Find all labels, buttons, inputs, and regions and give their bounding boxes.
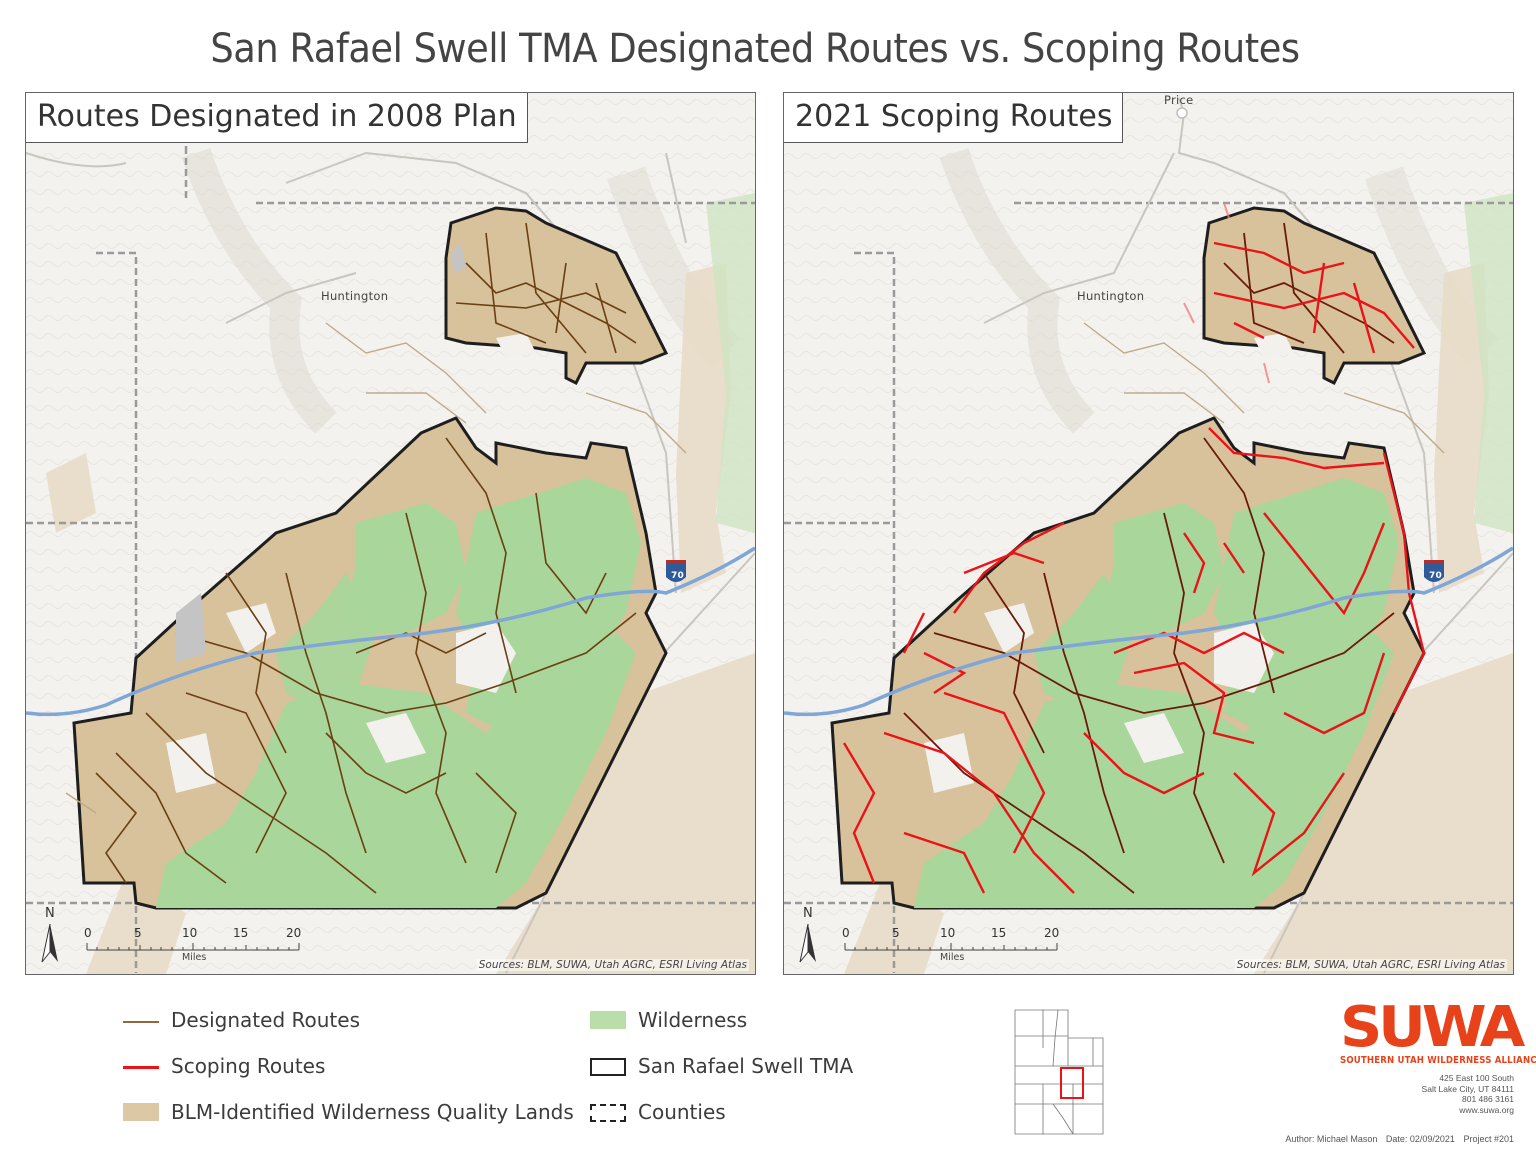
org-website: www.suwa.org: [1459, 1104, 1514, 1115]
scale-tick-5: 5: [892, 926, 900, 940]
place-label-huntington: Huntington: [1077, 289, 1145, 303]
map-panel-2008-designated[interactable]: Routes Designated in 2008 Plan Huntingto…: [25, 92, 756, 975]
panel-title: 2021 Scoping Routes: [784, 93, 1124, 143]
scale-bar-ruler: [844, 943, 1058, 951]
place-label-huntington: Huntington: [321, 289, 389, 303]
outline-swatch-icon: [590, 1058, 626, 1076]
map-panel-2021-scoping[interactable]: 2021 Scoping Routes Price Huntington 70 …: [783, 92, 1514, 975]
suwa-logo: SUWA: [1340, 995, 1525, 1060]
map-canvas: [26, 93, 755, 974]
map-credits: Author: Michael Mason Date: 02/09/2021 P…: [1279, 1134, 1514, 1144]
fill-swatch-icon: [123, 1103, 159, 1121]
utah-locator-inset: [1014, 1009, 1104, 1135]
scale-bar: N 0 5 10 15 20 Miles: [36, 906, 336, 968]
line-swatch-icon: [123, 1066, 159, 1069]
scale-unit: Miles: [940, 952, 965, 963]
org-address: 425 East 100 South Salt Lake City, UT 84…: [1421, 1073, 1514, 1115]
sources-credit: Sources: BLM, SUWA, Utah AGRC, ESRI Livi…: [1234, 959, 1507, 971]
north-arrow-icon: [41, 924, 58, 963]
author: Author: Michael Mason: [1285, 1134, 1378, 1144]
sources-credit: Sources: BLM, SUWA, Utah AGRC, ESRI Livi…: [476, 959, 749, 971]
scale-tick-0: 0: [842, 926, 850, 940]
map-canvas: [784, 93, 1513, 974]
scale-tick-15: 15: [233, 926, 249, 940]
fill-swatch-icon: [590, 1011, 626, 1029]
highway-shield-i70: 70: [671, 571, 685, 581]
study-area-box: [1060, 1067, 1084, 1099]
place-label-price: Price: [1164, 93, 1194, 107]
date: Date: 02/09/2021: [1385, 1134, 1455, 1144]
scale-unit: Miles: [182, 952, 207, 963]
scale-tick-0: 0: [84, 926, 92, 940]
project-number: Project #201: [1463, 1134, 1514, 1144]
dashed-outline-swatch-icon: [590, 1104, 626, 1122]
north-arrow-label: N: [45, 906, 55, 921]
line-swatch-icon: [123, 1021, 159, 1023]
scale-bar-ruler: [86, 943, 300, 951]
north-arrow-icon: [799, 924, 816, 963]
map-title: San Rafael Swell TMA Designated Routes v…: [210, 26, 1300, 72]
scale-bar: N 0 5 10 15 20 Miles: [794, 906, 1094, 968]
scale-tick-15: 15: [991, 926, 1007, 940]
north-arrow-label: N: [803, 906, 813, 921]
panel-title: Routes Designated in 2008 Plan: [26, 93, 528, 143]
scale-tick-10: 10: [182, 926, 198, 940]
suwa-logo-block: SUWA SOUTHERN UTAH WILDERNESS ALLIANCE: [1340, 1000, 1536, 1067]
highway-shield-i70: 70: [1429, 571, 1443, 581]
scale-tick-20: 20: [286, 926, 302, 940]
price-town-marker: [1176, 107, 1188, 119]
scale-tick-5: 5: [134, 926, 142, 940]
org-name: SOUTHERN UTAH WILDERNESS ALLIANCE: [1340, 1055, 1536, 1066]
scale-tick-10: 10: [940, 926, 956, 940]
scale-tick-20: 20: [1044, 926, 1060, 940]
